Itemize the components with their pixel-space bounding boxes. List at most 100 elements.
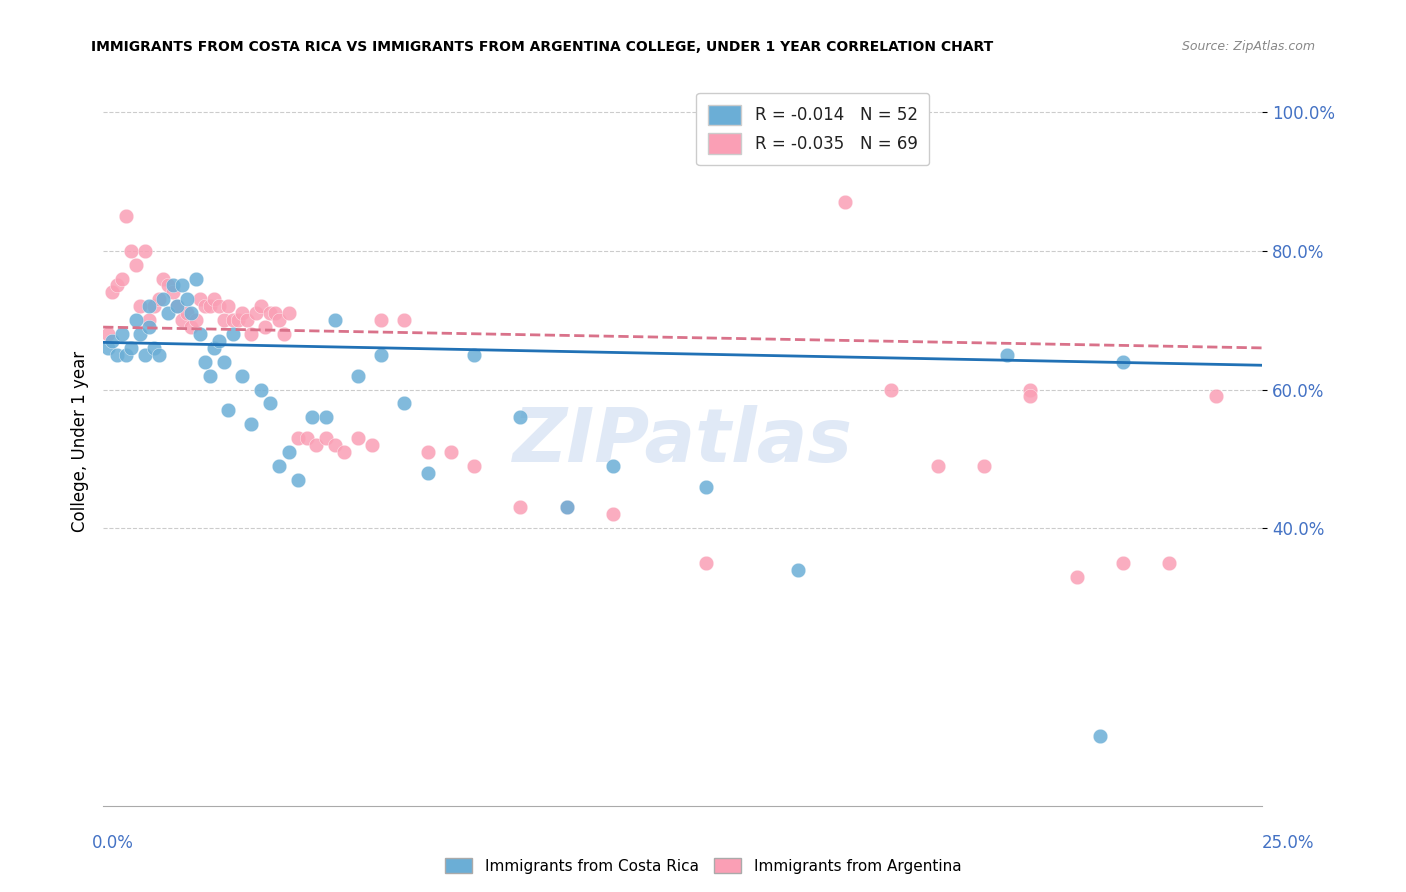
Point — [180, 320, 202, 334]
Text: ZIPatlas: ZIPatlas — [513, 405, 852, 478]
Point — [198, 299, 221, 313]
Point — [249, 299, 271, 313]
Point — [269, 313, 291, 327]
Point — [370, 348, 392, 362]
Point — [259, 396, 281, 410]
Point — [184, 271, 207, 285]
Point — [124, 313, 146, 327]
Point — [138, 320, 160, 334]
Point — [120, 341, 142, 355]
Point — [166, 299, 188, 313]
Point — [101, 334, 124, 348]
Point — [97, 341, 120, 355]
Point — [208, 299, 231, 313]
Point — [194, 299, 217, 313]
Point — [463, 348, 485, 362]
Point — [1159, 556, 1181, 570]
Point — [323, 313, 346, 327]
Point — [305, 438, 328, 452]
Point — [333, 445, 356, 459]
Point — [695, 556, 717, 570]
Point — [287, 431, 309, 445]
Text: 0.0%: 0.0% — [91, 834, 134, 852]
Point — [741, 133, 763, 147]
Point — [1066, 570, 1088, 584]
Point — [115, 209, 138, 223]
Point — [129, 299, 152, 313]
Point — [222, 326, 245, 341]
Point — [134, 348, 156, 362]
Point — [315, 431, 337, 445]
Point — [226, 313, 249, 327]
Point — [273, 326, 295, 341]
Point — [202, 293, 225, 307]
Point — [236, 313, 259, 327]
Text: Source: ZipAtlas.com: Source: ZipAtlas.com — [1181, 40, 1315, 54]
Point — [170, 313, 193, 327]
Point — [240, 326, 263, 341]
Point — [787, 563, 810, 577]
Point — [295, 431, 318, 445]
Point — [416, 466, 439, 480]
Point — [162, 285, 184, 300]
Point — [124, 258, 146, 272]
Point — [222, 313, 245, 327]
Y-axis label: College, Under 1 year: College, Under 1 year — [72, 351, 89, 533]
Point — [198, 368, 221, 383]
Point — [1205, 389, 1227, 403]
Point — [162, 278, 184, 293]
Legend: R = -0.014   N = 52, R = -0.035   N = 69: R = -0.014 N = 52, R = -0.035 N = 69 — [696, 93, 929, 165]
Point — [787, 146, 810, 161]
Point — [115, 348, 138, 362]
Point — [152, 293, 174, 307]
Point — [176, 306, 198, 320]
Point — [157, 278, 180, 293]
Point — [555, 500, 578, 515]
Point — [120, 244, 142, 258]
Point — [555, 500, 578, 515]
Point — [190, 293, 212, 307]
Point — [277, 445, 299, 459]
Point — [277, 306, 299, 320]
Point — [245, 306, 267, 320]
Point — [1019, 389, 1042, 403]
Point — [138, 299, 160, 313]
Point — [176, 293, 198, 307]
Point — [440, 445, 463, 459]
Text: IMMIGRANTS FROM COSTA RICA VS IMMIGRANTS FROM ARGENTINA COLLEGE, UNDER 1 YEAR CO: IMMIGRANTS FROM COSTA RICA VS IMMIGRANTS… — [91, 40, 994, 54]
Point — [143, 299, 166, 313]
Point — [347, 368, 370, 383]
Point — [416, 445, 439, 459]
Point — [152, 271, 174, 285]
Point — [361, 438, 384, 452]
Point — [1112, 355, 1135, 369]
Point — [695, 480, 717, 494]
Point — [194, 355, 217, 369]
Point — [190, 326, 212, 341]
Point — [394, 396, 416, 410]
Point — [323, 438, 346, 452]
Point — [170, 278, 193, 293]
Point — [1088, 729, 1111, 743]
Point — [347, 431, 370, 445]
Point — [509, 410, 531, 425]
Point — [370, 313, 392, 327]
Point — [217, 403, 239, 417]
Point — [129, 326, 152, 341]
Point — [231, 306, 253, 320]
Point — [927, 458, 949, 473]
Point — [148, 348, 170, 362]
Point — [602, 458, 624, 473]
Point — [269, 458, 291, 473]
Point — [180, 306, 202, 320]
Point — [463, 458, 485, 473]
Point — [157, 306, 180, 320]
Point — [217, 299, 239, 313]
Point — [834, 195, 856, 210]
Point — [111, 271, 134, 285]
Point — [602, 508, 624, 522]
Point — [231, 368, 253, 383]
Point — [208, 334, 231, 348]
Point — [240, 417, 263, 432]
Point — [301, 410, 323, 425]
